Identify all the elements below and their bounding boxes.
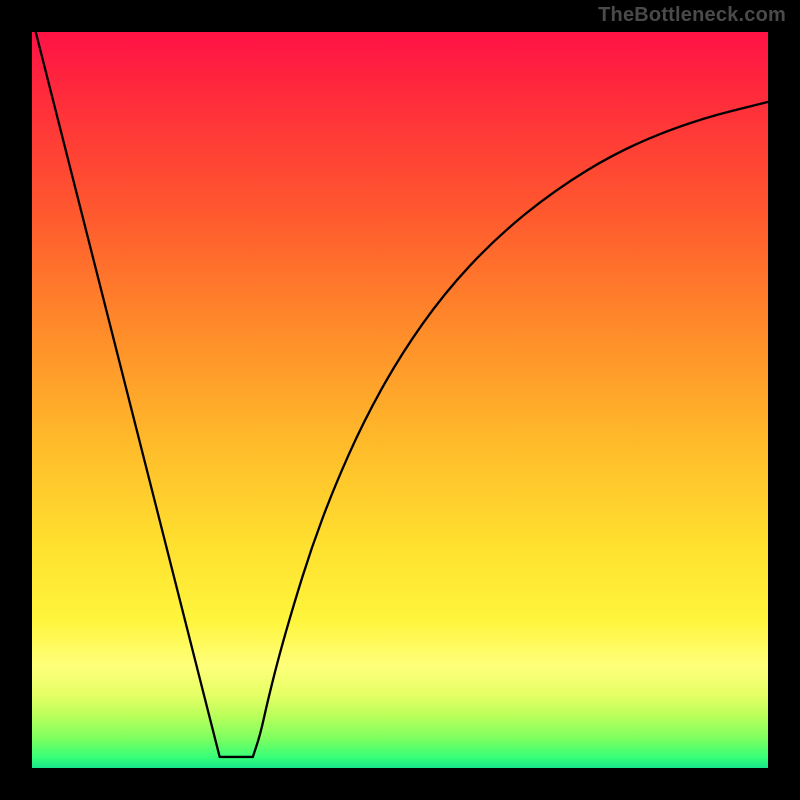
valley-marker bbox=[0, 389, 604, 800]
watermark-text: TheBottleneck.com bbox=[598, 4, 786, 27]
chart-frame: TheBottleneck.com bbox=[0, 0, 800, 800]
plot-area bbox=[32, 32, 768, 768]
